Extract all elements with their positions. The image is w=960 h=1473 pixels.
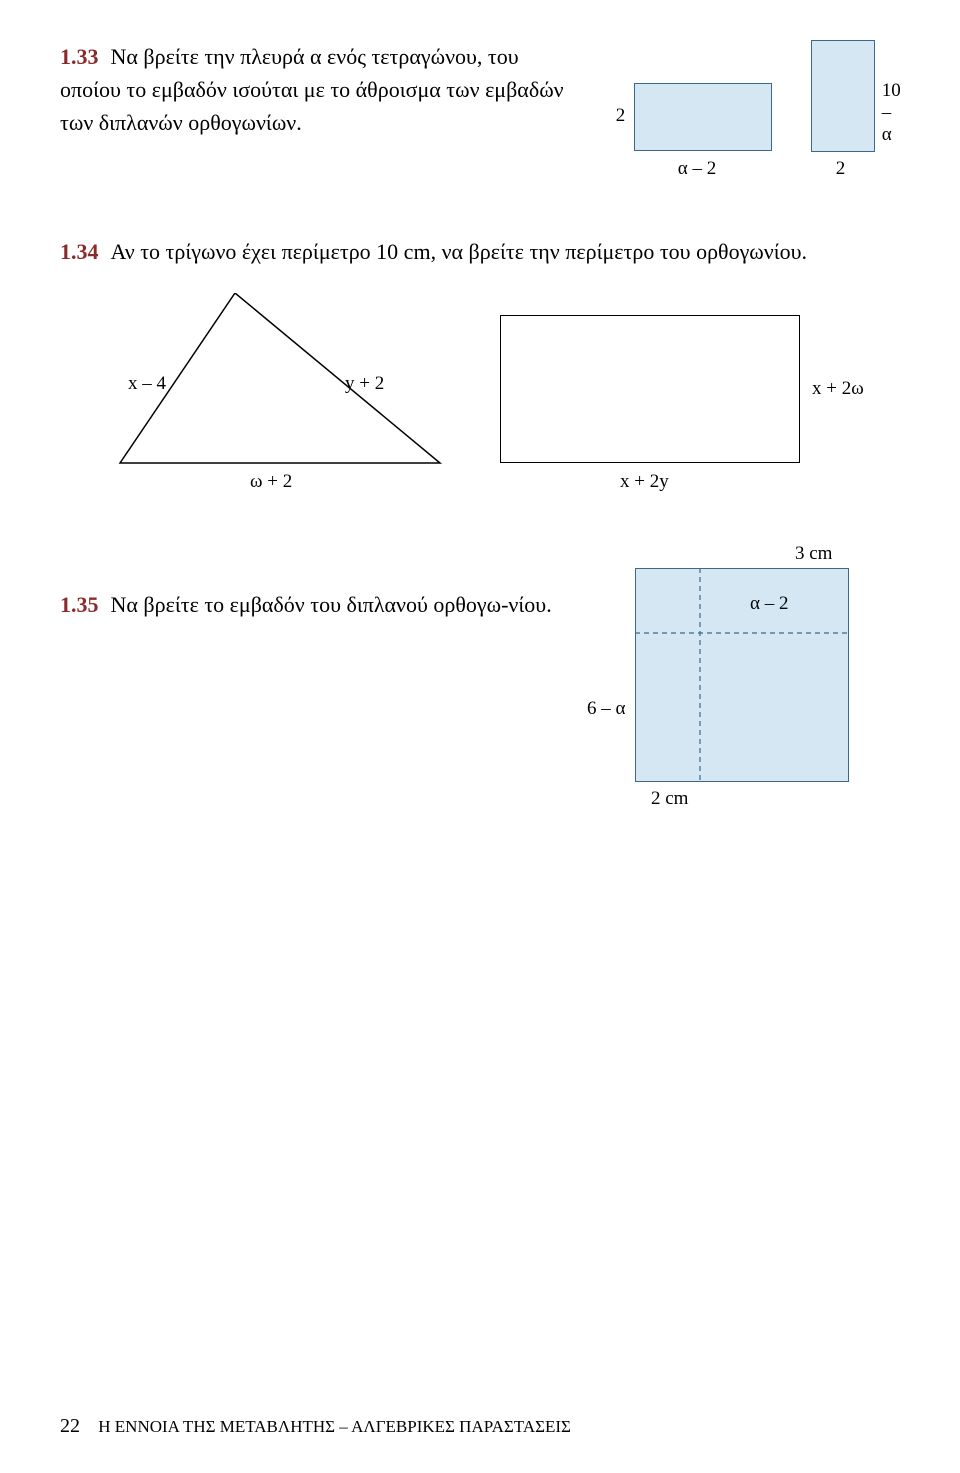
label-rect-b-height: 10 – α bbox=[882, 80, 901, 146]
label-2cm: 2 cm bbox=[651, 788, 688, 810]
rect-b bbox=[811, 40, 875, 152]
page-number: 22 bbox=[60, 1415, 80, 1437]
exercise-text: Να βρείτε την πλευρά α ενός τετραγώνου, … bbox=[60, 44, 564, 135]
exercise-text: Να βρείτε το εμβαδόν του διπλανού ορθογω… bbox=[111, 592, 552, 617]
rect-1-34 bbox=[500, 315, 800, 463]
label-tri-left: x – 4 bbox=[128, 373, 166, 395]
label-alpha-2: α – 2 bbox=[750, 593, 788, 615]
exercise-1-33: 1.33 Να βρείτε την πλευρά α ενός τετραγώ… bbox=[60, 40, 900, 200]
figure-1-35: 3 cm α – 2 6 – α 2 cm bbox=[615, 538, 875, 818]
rect-a bbox=[634, 83, 772, 151]
figure-1-34: x – 4 y + 2 ω + 2 x + 2ω x + 2y bbox=[60, 293, 900, 503]
exercise-text: Αν το τρίγωνο έχει περίμετρο 10 cm, να β… bbox=[111, 239, 808, 264]
dashed-lines bbox=[615, 538, 875, 818]
exercise-number: 1.35 bbox=[60, 592, 99, 618]
triangle bbox=[60, 293, 460, 493]
label-rect-a-width: α – 2 bbox=[678, 158, 716, 180]
exercise-number: 1.33 bbox=[60, 44, 99, 70]
label-rect-b-width: 2 bbox=[836, 158, 846, 180]
page-footer: 22 Η ΕΝΝΟΙΑ ΤΗΣ ΜΕΤΑΒΛΗΤΗΣ – ΑΛΓΕΒΡΙΚΕΣ … bbox=[60, 1415, 571, 1438]
exercise-1-35: 1.35 Να βρείτε το εμβαδόν του διπλανού ο… bbox=[60, 538, 900, 818]
figure-1-33: 2 α – 2 10 – α 2 bbox=[576, 40, 900, 200]
label-rect-bottom: x + 2y bbox=[620, 471, 669, 493]
label-rect-right: x + 2ω bbox=[812, 378, 864, 400]
label-tri-right: y + 2 bbox=[345, 373, 384, 395]
label-tri-bottom: ω + 2 bbox=[250, 471, 292, 493]
label-6-alpha: 6 – α bbox=[587, 698, 625, 720]
exercise-1-34: 1.34 Αν το τρίγωνο έχει περίμετρο 10 cm,… bbox=[60, 235, 900, 503]
label-rect-a-height: 2 bbox=[616, 105, 626, 127]
chapter-title: Η ΕΝΝΟΙΑ ΤΗΣ ΜΕΤΑΒΛΗΤΗΣ – ΑΛΓΕΒΡΙΚΕΣ ΠΑΡ… bbox=[98, 1417, 571, 1436]
exercise-number: 1.34 bbox=[60, 239, 99, 265]
